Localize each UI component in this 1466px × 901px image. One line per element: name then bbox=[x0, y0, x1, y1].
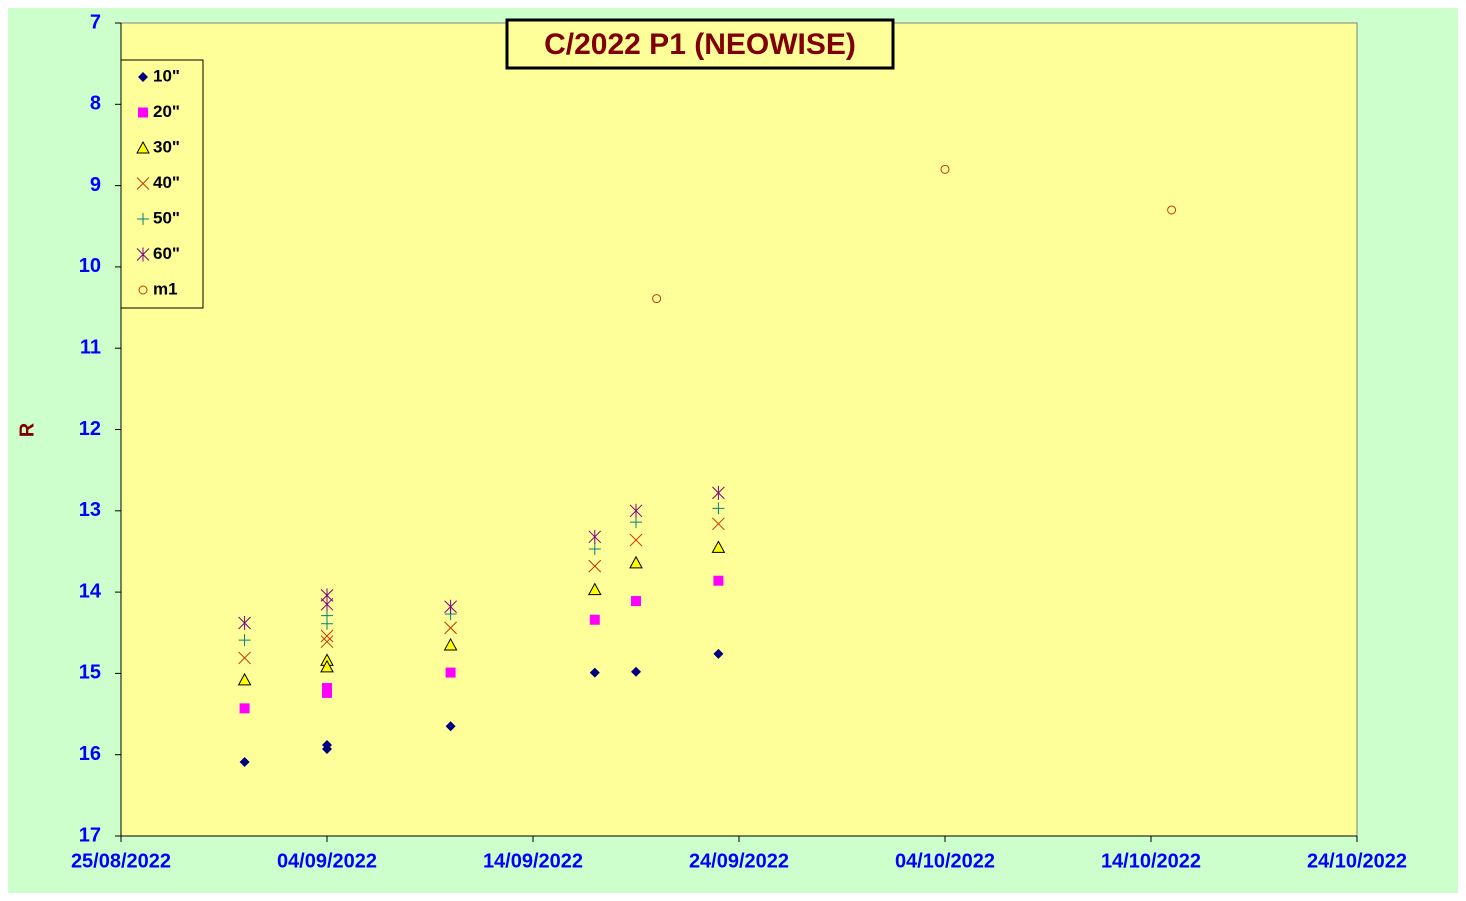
marker bbox=[443, 637, 458, 651]
marker bbox=[631, 596, 641, 607]
x-tick-label: 04/09/2022 bbox=[277, 850, 377, 872]
y-tick-label: 15 bbox=[79, 662, 101, 684]
marker bbox=[320, 597, 334, 612]
marker bbox=[138, 107, 148, 118]
y-tick-label: 11 bbox=[80, 336, 101, 358]
marker bbox=[713, 575, 724, 586]
marker bbox=[239, 703, 250, 714]
marker bbox=[137, 213, 149, 225]
x-tick-label: 14/10/2022 bbox=[1101, 850, 1201, 872]
legend-label: 30" bbox=[153, 137, 180, 156]
legend-label: m1 bbox=[153, 279, 178, 298]
marker bbox=[712, 502, 725, 515]
marker bbox=[136, 140, 150, 154]
x-tick-label: 24/09/2022 bbox=[689, 850, 789, 872]
marker bbox=[940, 164, 950, 174]
marker bbox=[629, 503, 643, 518]
marker bbox=[138, 285, 148, 295]
legend-label: 40" bbox=[153, 173, 180, 192]
marker bbox=[136, 177, 150, 190]
marker bbox=[444, 599, 457, 614]
marker bbox=[587, 582, 602, 596]
marker bbox=[138, 72, 148, 82]
marker bbox=[711, 540, 726, 553]
marker bbox=[320, 635, 334, 649]
marker bbox=[238, 615, 251, 630]
marker bbox=[712, 517, 725, 531]
x-tick-label: 25/08/2022 bbox=[71, 850, 171, 872]
legend-label: 50" bbox=[153, 208, 180, 227]
y-tick-label: 8 bbox=[90, 93, 101, 115]
chart-title: C/2022 P1 (NEOWISE) bbox=[544, 28, 856, 61]
marker bbox=[237, 672, 252, 686]
marker bbox=[320, 659, 334, 673]
y-tick-label: 17 bbox=[79, 824, 101, 846]
legend-label: 10" bbox=[153, 66, 180, 85]
legend-label: 20" bbox=[153, 102, 180, 121]
marker bbox=[1167, 205, 1177, 215]
x-tick-label: 14/09/2022 bbox=[483, 850, 583, 872]
x-tick-label: 24/10/2022 bbox=[1307, 850, 1407, 872]
marker bbox=[589, 614, 600, 625]
marker bbox=[445, 721, 456, 732]
marker bbox=[588, 559, 602, 573]
marker bbox=[444, 621, 457, 635]
marker bbox=[629, 533, 643, 547]
marker bbox=[631, 666, 641, 677]
marker bbox=[588, 529, 602, 544]
marker bbox=[712, 485, 725, 500]
x-tick-label: 04/10/2022 bbox=[895, 850, 995, 872]
marker bbox=[238, 634, 251, 647]
y-tick-label: 10 bbox=[79, 255, 101, 277]
marker bbox=[322, 687, 332, 698]
y-tick-label: 16 bbox=[79, 743, 101, 765]
plot-area bbox=[120, 22, 1358, 837]
marker bbox=[588, 543, 601, 556]
legend-box bbox=[120, 59, 204, 309]
marker bbox=[238, 651, 251, 665]
y-tick-label: 13 bbox=[79, 499, 101, 521]
marker bbox=[589, 667, 600, 678]
y-tick-label: 7 bbox=[90, 11, 101, 33]
marker bbox=[445, 667, 456, 678]
marker bbox=[322, 744, 332, 755]
legend-label: 60" bbox=[153, 244, 180, 263]
marker bbox=[321, 617, 333, 630]
y-tick-label: 9 bbox=[90, 174, 101, 196]
marker bbox=[713, 648, 724, 659]
title-box bbox=[505, 18, 895, 70]
y-tick-label: 14 bbox=[79, 580, 102, 602]
marker bbox=[630, 516, 642, 529]
marker bbox=[136, 247, 150, 262]
marker bbox=[652, 294, 662, 304]
marker bbox=[629, 555, 643, 569]
y-tick-label: 12 bbox=[79, 418, 101, 440]
marker bbox=[239, 757, 250, 768]
y-axis-label: R bbox=[16, 422, 38, 437]
marker bbox=[320, 629, 334, 643]
